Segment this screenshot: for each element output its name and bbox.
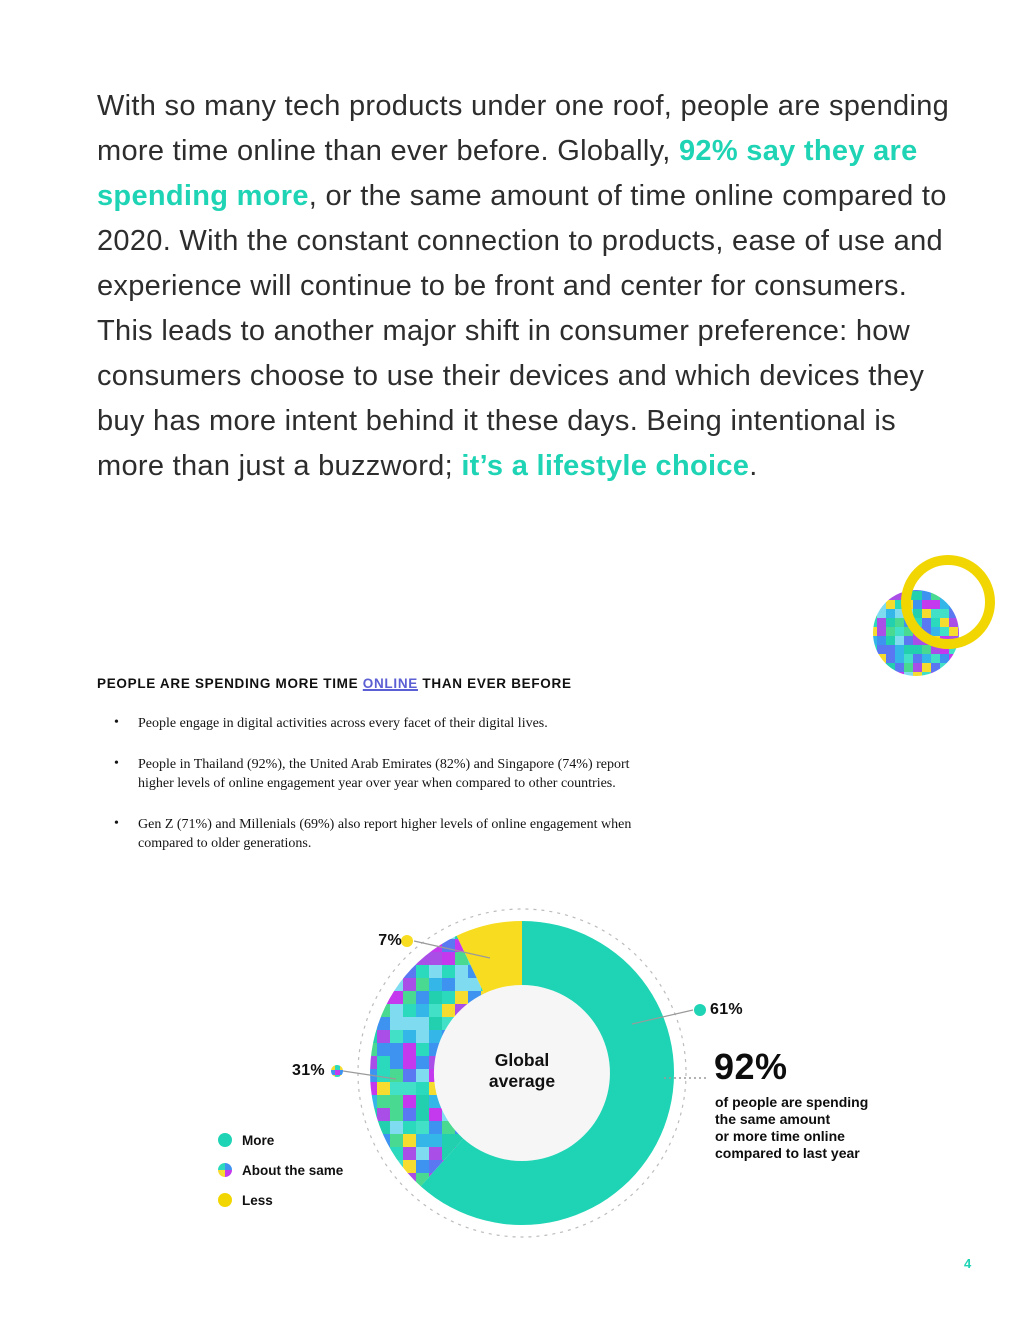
legend-dot-about-the-same [218, 1163, 232, 1177]
label-less-pct: 7% [378, 932, 402, 949]
label-more-pct: 61% [710, 1001, 743, 1018]
chart-legend: More About the same Less [218, 1133, 343, 1223]
legend-label: About the same [242, 1162, 344, 1178]
center-label-line1: Global [494, 1050, 550, 1070]
bullet-text: People engage in digital activities acro… [138, 716, 548, 731]
chart-center-label: Global average [452, 1050, 592, 1092]
callout-line: the same amount [715, 1111, 831, 1127]
section-heading: PEOPLE ARE SPENDING MORE TIME ONLINE THA… [97, 676, 572, 691]
callout-value: 92% [714, 1046, 788, 1087]
intro-highlight-lifestyle-choice: it’s a lifestyle choice [461, 450, 750, 482]
legend-item-about-the-same: About the same [218, 1162, 344, 1178]
decorative-pixel-circle-graphic [868, 550, 1008, 682]
intro-paragraph: With so many tech products under one roo… [97, 84, 969, 489]
intro-text-1: With so many tech products under one roo… [97, 90, 950, 167]
heading-text-pre: PEOPLE ARE SPENDING MORE TIME [97, 676, 363, 691]
bullet-text: People in Thailand (92%), the United Ara… [138, 756, 630, 792]
donut-chart [280, 900, 740, 1300]
heading-text-post: THAN EVER BEFORE [417, 676, 572, 691]
label-same-pct: 31% [292, 1062, 325, 1079]
legend-label: More [242, 1132, 275, 1148]
legend-dot-less [218, 1193, 232, 1207]
legend-label: Less [242, 1192, 273, 1208]
list-item: People in Thailand (92%), the United Ara… [112, 754, 657, 794]
bullet-list: People engage in digital activities acro… [112, 713, 657, 875]
page-number: 4 [964, 1256, 972, 1271]
list-item: Gen Z (71%) and Millenials (69%) also re… [112, 814, 657, 854]
legend-item-less: Less [218, 1192, 343, 1208]
legend-dot-more [218, 1133, 232, 1147]
center-label-line2: average [488, 1071, 556, 1091]
callout-line: compared to last year [715, 1145, 860, 1161]
legend-item-more: More [218, 1132, 343, 1148]
intro-text-2: , or the same amount of time online comp… [97, 180, 947, 482]
list-item: People engage in digital activities acro… [112, 713, 657, 734]
callout-line: of people are spending [715, 1094, 869, 1110]
bullet-text: Gen Z (71%) and Millenials (69%) also re… [138, 816, 632, 852]
intro-text-3: . [749, 450, 758, 482]
online-link[interactable]: ONLINE [362, 676, 418, 691]
callout-line: or more time online [715, 1128, 845, 1144]
intro-highlight-spending-more: 92% say they are spending more [97, 135, 918, 212]
callout-text: of people are spending the same amount o… [715, 1094, 868, 1162]
